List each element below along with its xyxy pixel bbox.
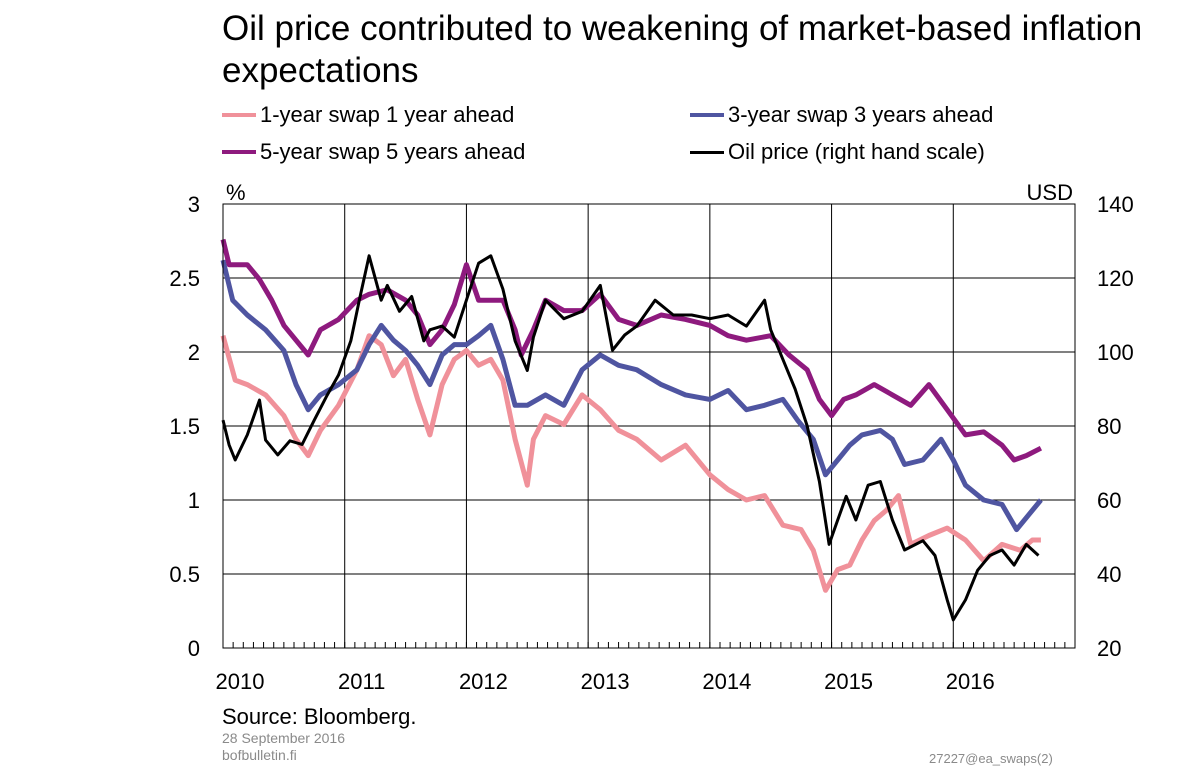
right-tick-label: 140 (1097, 192, 1134, 217)
left-tick-label: 1 (188, 488, 200, 513)
series-4 (221, 254, 1040, 622)
chart-title: Oil price contributed to weakening of ma… (222, 9, 1143, 90)
legend-swatch (222, 113, 256, 117)
right-axis-unit: USD (1027, 180, 1073, 205)
left-axis-unit: % (226, 180, 246, 205)
left-tick-label: 2.5 (169, 266, 200, 291)
x-tick-label: 2015 (824, 669, 873, 694)
left-tick-label: 0.5 (169, 562, 200, 587)
x-tick-label: 2010 (216, 669, 265, 694)
x-tick-label: 2014 (702, 669, 751, 694)
right-tick-label: 60 (1097, 488, 1121, 513)
series-line (221, 254, 1040, 622)
x-tick-label: 2013 (581, 669, 630, 694)
x-tick-label: 2016 (946, 669, 995, 694)
left-tick-label: 1.5 (169, 414, 200, 439)
legend-label: 1-year swap 1 year ahead (260, 102, 515, 127)
legend-item-3y: 3-year swap 3 years ahead (690, 102, 993, 128)
series-3 (220, 238, 1043, 463)
legend-swatch (690, 150, 724, 154)
legend-item-1y: 1-year swap 1 year ahead (222, 102, 514, 128)
legend-item-5y: 5-year swap 5 years ahead (222, 139, 525, 165)
left-tick-label: 0 (188, 636, 200, 661)
date-note: 28 September 2016 (222, 730, 345, 746)
legend-item-oil: Oil price (right hand scale) (690, 139, 985, 165)
right-tick-label: 100 (1097, 340, 1134, 365)
series-2 (220, 259, 1043, 533)
right-tick-label: 80 (1097, 414, 1121, 439)
legend-swatch (222, 150, 256, 154)
legend-label: 5-year swap 5 years ahead (260, 139, 526, 164)
chart-code: 27227@ea_swaps(2) (929, 751, 1053, 766)
left-tick-label: 3 (188, 192, 200, 217)
plot-frame (222, 203, 1076, 649)
x-tick-label: 2011 (338, 669, 385, 694)
legend-swatch (690, 113, 724, 117)
source-note: Source: Bloomberg. (222, 704, 417, 729)
right-tick-label: 20 (1097, 636, 1121, 661)
right-tick-label: 120 (1097, 266, 1134, 291)
legend-label: Oil price (right hand scale) (728, 139, 985, 164)
series-line (220, 238, 1043, 463)
x-tick-label: 2012 (459, 669, 508, 694)
right-tick-label: 40 (1097, 562, 1121, 587)
legend-label: 3-year swap 3 years ahead (728, 102, 994, 127)
site-note: bofbulletin.fi (222, 747, 297, 763)
left-tick-label: 2 (188, 340, 200, 365)
